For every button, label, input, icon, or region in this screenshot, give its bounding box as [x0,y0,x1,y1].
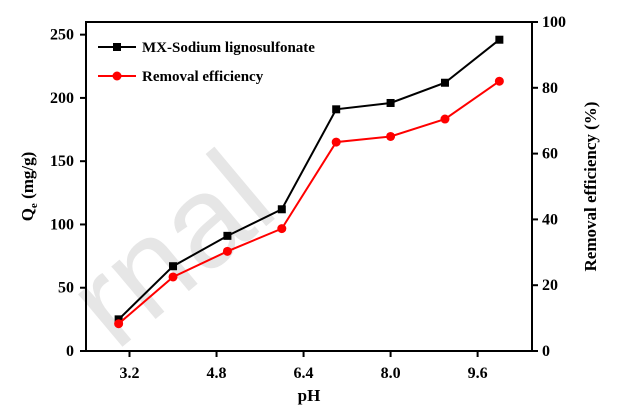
series-2-point [114,319,124,329]
y-axis-title-unit: (mg/g) [18,152,37,203]
y-tick-label: 150 [50,153,74,170]
series-1-point [169,262,178,271]
series-2-point [386,131,396,141]
x-tick-label: 9.6 [468,365,488,382]
y2-tick-label: 60 [542,146,558,163]
plot-frame [85,21,533,352]
y2-tick-label: 0 [542,343,550,360]
x-axis-title: pH [298,386,321,405]
y2-tick-label: 80 [542,80,558,97]
series-2-point [168,272,178,282]
x-tick-label: 3.2 [120,365,140,382]
series-2-point [494,76,504,86]
y-tick-label: 50 [58,280,74,297]
y-axis-title-main: Q [18,208,37,221]
legend-label-2: Removal efficiency [142,69,264,85]
x-tick-label: 6.4 [294,365,314,382]
y-tick-label: 100 [50,216,74,233]
y2-tick-label: 100 [542,14,566,31]
y-tick-label: 250 [50,27,74,44]
series-1-point [440,78,449,87]
series-1-point [277,205,286,214]
series-layer [114,35,504,329]
series-1-point [495,35,504,44]
y2-tick-label: 40 [542,211,558,228]
y-tick-label: 200 [50,90,74,107]
y-axis-title-subscript: e [28,203,40,208]
axis-titles: pH Qe (mg/g) Removal efficiency (%) [18,102,600,405]
legend-label-1: MX-Sodium lignosulfonate [142,40,315,56]
y2-axis-title: Removal efficiency (%) [581,102,600,272]
y-tick-label: 0 [66,343,74,360]
series-1-point [386,98,395,107]
legend-marker-1 [113,43,121,51]
watermark-text: rnal [40,123,300,374]
x-tick-label: 4.8 [207,365,227,382]
x-tick-label: 8.0 [381,365,401,382]
series-line-2 [117,80,500,325]
series-line-1 [117,38,500,321]
series-2-point [440,114,450,124]
legend-marker-2 [112,71,122,81]
series-2-point [277,224,287,234]
legend: MX-Sodium lignosulfonate Removal efficien… [98,40,315,85]
axes: 0 50 100 150 200 250 0 20 40 60 80 100 3.2 4.8 6.4 8.0 9… [50,14,566,382]
series-2-point [331,137,341,147]
y2-tick-label: 20 [542,277,558,294]
series-1-point [332,105,341,114]
series-2-point [222,246,232,256]
y-axis-title: Qe (mg/g) [18,152,40,222]
series-1-point [223,231,232,240]
